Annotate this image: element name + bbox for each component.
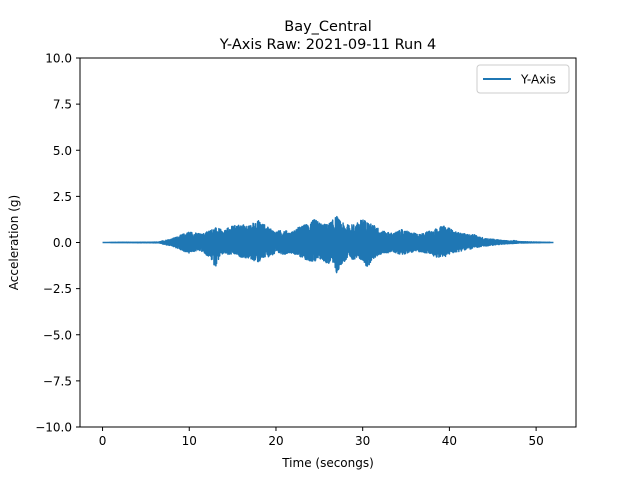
chart-title: Bay_Central: [284, 19, 371, 35]
legend: Y-Axis: [476, 64, 570, 94]
x-tick-label: 0: [99, 434, 107, 448]
y-tick-label: 5.0: [53, 144, 72, 158]
y-tick-label: −7.5: [43, 374, 72, 388]
x-tick-label: 20: [268, 434, 283, 448]
x-tick-label: 40: [442, 434, 457, 448]
series-layer: [101, 215, 555, 274]
y-tick-label: 0.0: [53, 236, 72, 250]
y-tick-label: −2.5: [43, 282, 72, 296]
y-tick-label: 10.0: [45, 52, 72, 66]
legend-box: [476, 64, 570, 94]
x-axis-label: Time (secongs): [281, 456, 374, 470]
x-tick-label: 50: [528, 434, 543, 448]
chart-subtitle: Y-Axis Raw: 2021-09-11 Run 4: [219, 37, 436, 53]
y-axis-ticks: −10.0 −7.5 −5.0 −2.5 0.0 2.5 5.0 7.5 10.0: [35, 52, 80, 435]
plot-area: [79, 57, 577, 428]
x-tick-label: 10: [182, 434, 197, 448]
x-axis-ticks: 0 10 20 30 40 50: [99, 427, 544, 448]
series-line-y-axis: [101, 215, 555, 274]
x-tick-label: 30: [355, 434, 370, 448]
y-tick-label: −10.0: [35, 421, 72, 435]
y-axis-label: Acceleration (g): [7, 195, 21, 290]
legend-label: Y-Axis: [520, 73, 556, 87]
y-tick-label: −5.0: [43, 328, 72, 342]
y-tick-label: 7.5: [53, 98, 72, 112]
y-tick-label: 2.5: [53, 190, 72, 204]
